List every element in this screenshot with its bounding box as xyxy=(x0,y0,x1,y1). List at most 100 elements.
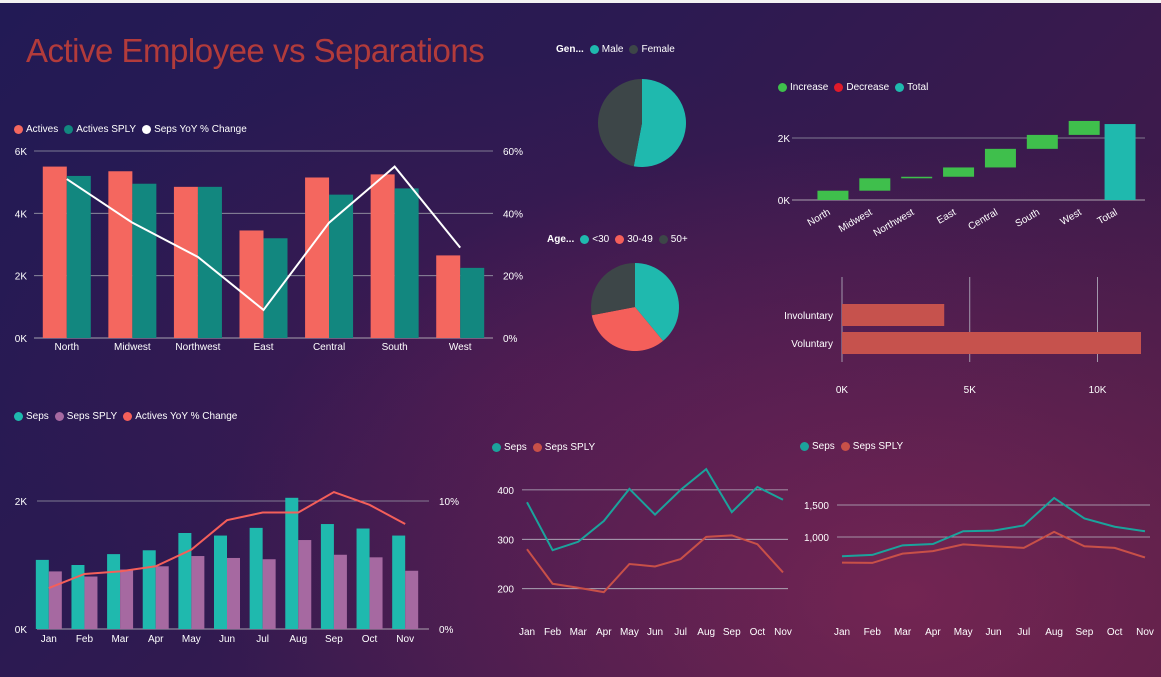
region-actives-chart[interactable]: 0K 2K 4K 6K 0% 20% 40% 60% North Midwest Northwest… xyxy=(0,138,540,363)
y-tick-label: 0K xyxy=(778,196,791,207)
actives-sply-bar xyxy=(329,194,354,338)
y-tick-label: Involuntary xyxy=(784,311,833,322)
x-tick-label: Total xyxy=(1096,207,1120,227)
legend-dot-icon xyxy=(800,442,809,451)
seps-sply-bar xyxy=(227,557,240,629)
seps-sply-bar xyxy=(120,569,134,629)
x-tick-label: West xyxy=(449,342,472,353)
region-legend-item[interactable]: Actives xyxy=(14,124,58,135)
region-legend[interactable]: Actives Actives SPLY Seps YoY % Change xyxy=(14,124,253,135)
seps-bar xyxy=(178,533,192,629)
seps_small-series-line xyxy=(526,534,784,594)
x-tick-label: South xyxy=(382,342,408,353)
x-tick-label: Apr xyxy=(148,634,164,645)
actives-sply-bar xyxy=(66,175,91,338)
waterfall-legend-item[interactable]: Total xyxy=(895,82,928,93)
region-legend-label: Actives SPLY xyxy=(76,124,137,135)
seps_large-legend-item[interactable]: Seps xyxy=(800,441,835,452)
x-tick-label: May xyxy=(182,634,201,645)
seps-sply-bar xyxy=(298,540,312,629)
gender-legend-item[interactable]: Female xyxy=(629,44,675,55)
monthly-legend[interactable]: Seps Seps SPLY Actives YoY % Change xyxy=(14,411,243,422)
seps-large-line-chart[interactable]: 1,000 1,500 Jan Feb Mar Apr May Jun Jul Aug Sep Oct… xyxy=(790,485,1160,640)
seps_large-series-line xyxy=(841,496,1146,558)
legend-dot-icon xyxy=(589,45,599,54)
reason-bar xyxy=(842,332,1141,354)
legend-dot-icon xyxy=(64,125,74,134)
x-tick-label: Nov xyxy=(396,634,414,645)
x-tick-label: Sep xyxy=(1076,627,1094,638)
seps_small-legend-item[interactable]: Seps xyxy=(492,442,527,453)
age-legend-label: 50+ xyxy=(670,234,688,245)
x-tick-label: Jun xyxy=(985,627,1001,638)
region-legend-label: Seps YoY % Change xyxy=(154,124,247,135)
seps-bar xyxy=(107,554,121,629)
age-pie-chart[interactable] xyxy=(585,257,685,357)
age-slice xyxy=(591,263,635,316)
y2-tick-label: 20% xyxy=(503,272,523,283)
region-legend-item[interactable]: Seps YoY % Change xyxy=(142,124,247,135)
seps-large-legend[interactable]: Seps Seps SPLY xyxy=(800,441,909,452)
waterfall-legend[interactable]: Increase Decrease Total xyxy=(778,82,934,93)
age-slice xyxy=(635,263,679,341)
actives-bar xyxy=(370,174,395,338)
waterfall-legend-item[interactable]: Increase xyxy=(778,82,828,93)
x-tick-label: West xyxy=(1059,207,1084,228)
actives-bar xyxy=(305,177,330,338)
seps-bar xyxy=(320,524,334,629)
gender-legend-label: Male xyxy=(601,44,624,55)
actives-bar xyxy=(239,230,264,338)
waterfall-bar xyxy=(943,167,975,177)
region-legend-item[interactable]: Actives SPLY xyxy=(64,124,136,135)
monthly-legend-item[interactable]: Seps xyxy=(14,411,49,422)
separation-reason-chart[interactable]: 0K 5K 10K Involuntary Voluntary xyxy=(770,270,1155,400)
seps-small-legend[interactable]: Seps Seps SPLY xyxy=(492,442,601,453)
seps_small-legend-item[interactable]: Seps SPLY xyxy=(532,442,595,453)
gender-legend-item[interactable]: Male xyxy=(589,44,624,55)
seps-sply-bar xyxy=(155,566,169,629)
legend-dot-icon xyxy=(492,443,501,452)
actives-sply-bar xyxy=(263,238,288,338)
legend-dot-icon xyxy=(895,83,905,92)
waterfall-legend-item[interactable]: Decrease xyxy=(834,82,889,93)
monthly-legend-item[interactable]: Actives YoY % Change xyxy=(123,411,237,422)
x-tick-label: 0K xyxy=(836,385,849,396)
top-border xyxy=(0,0,1161,3)
actives-bar xyxy=(42,166,67,338)
x-tick-label: North xyxy=(806,207,833,229)
seps-sply-bar xyxy=(369,557,383,629)
gender-legend[interactable]: Gen... Male Female xyxy=(556,44,681,55)
x-tick-label: Jul xyxy=(674,627,687,638)
seps_large-legend-label: Seps SPLY xyxy=(852,441,904,452)
seps_large-legend-item[interactable]: Seps SPLY xyxy=(840,441,904,452)
x-tick-label: Central xyxy=(313,342,345,353)
y-tick-label: 1,000 xyxy=(804,533,829,544)
y-tick-label: 0K xyxy=(15,334,28,345)
legend-dot-icon xyxy=(778,83,787,92)
age-legend-item[interactable]: 30-49 xyxy=(615,234,653,245)
x-tick-label: Mar xyxy=(111,634,129,645)
age-legend-item[interactable]: <30 xyxy=(580,234,609,245)
y-tick-label: 6K xyxy=(15,147,28,158)
x-tick-label: Aug xyxy=(289,634,307,645)
monthly-legend-item[interactable]: Seps SPLY xyxy=(54,411,117,422)
y-tick-label: Voluntary xyxy=(791,339,833,350)
age-legend-item[interactable]: 50+ xyxy=(658,234,688,245)
age-legend[interactable]: Age... <30 30-49 50+ xyxy=(547,234,694,245)
y-tick-label: 2K xyxy=(15,497,28,508)
y-tick-label: 1,500 xyxy=(804,501,829,512)
waterfall-legend-label: Decrease xyxy=(846,82,890,93)
x-tick-label: Mar xyxy=(570,627,588,638)
legend-dot-icon xyxy=(54,412,64,421)
monthly-seps-chart[interactable]: 0K 0% 2K 10% Jan Feb Mar Apr May Jun Jul Aug Sep Oct N… xyxy=(0,480,470,645)
x-tick-label: Sep xyxy=(723,627,741,638)
seps_large-series-line xyxy=(841,530,1146,564)
age-slice xyxy=(591,307,664,351)
x-tick-label: Northwest xyxy=(872,207,917,239)
seps-small-line-chart[interactable]: 200 300 400 Jan Feb Mar Apr May Jun Jul Aug Sep Oct N… xyxy=(480,467,800,640)
y-tick-label: 300 xyxy=(497,535,514,546)
seps_large-legend-label: Seps xyxy=(812,441,835,452)
gender-pie-chart[interactable] xyxy=(592,73,692,173)
actives-sply-bar xyxy=(460,267,485,338)
